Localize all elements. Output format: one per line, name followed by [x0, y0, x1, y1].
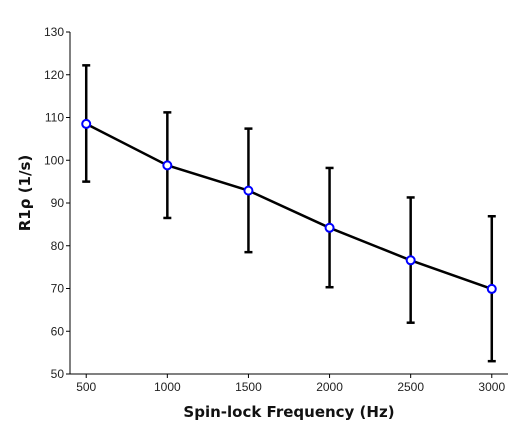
plot-area: 50 60 70 80 90 100 110 120 130 500 1000 1500 2000 25… — [44, 25, 508, 394]
y-tick-label-80: 80 — [51, 239, 65, 253]
y-tick-label-60: 60 — [51, 324, 65, 338]
x-tick-label-1000: 1000 — [154, 380, 181, 394]
data-point-2500 — [405, 255, 416, 266]
x-tick-label-1500: 1500 — [235, 380, 262, 394]
x-tick-label-2000: 2000 — [316, 380, 343, 394]
y-axis-title: R1ρ (1/s) — [16, 155, 34, 232]
data-point-1500 — [243, 185, 254, 196]
error-bars — [82, 64, 496, 363]
y-tick-label-90: 90 — [51, 196, 65, 210]
y-axis-ticks: 50 60 70 80 90 100 110 120 130 — [44, 25, 70, 381]
y-tick-label-120: 120 — [44, 68, 64, 82]
y-tick-label-110: 110 — [45, 111, 64, 125]
x-tick-label-2500: 2500 — [397, 380, 424, 394]
x-tick-label-3000: 3000 — [478, 380, 505, 394]
data-point-500 — [81, 118, 92, 129]
x-axis-title: Spin-lock Frequency (Hz) — [183, 403, 394, 421]
data-point-1000 — [162, 160, 173, 171]
data-markers — [81, 118, 497, 294]
series-line — [85, 122, 493, 291]
x-axis-ticks: 500 1000 1500 2000 2500 3000 — [76, 374, 505, 394]
y-tick-label-130: 130 — [44, 25, 64, 39]
y-tick-label-100: 100 — [44, 153, 64, 167]
data-point-2000 — [324, 222, 335, 233]
y-tick-label-70: 70 — [51, 282, 65, 296]
x-tick-label-500: 500 — [76, 380, 96, 394]
data-point-3000 — [486, 283, 497, 294]
y-tick-label-50: 50 — [51, 367, 65, 381]
